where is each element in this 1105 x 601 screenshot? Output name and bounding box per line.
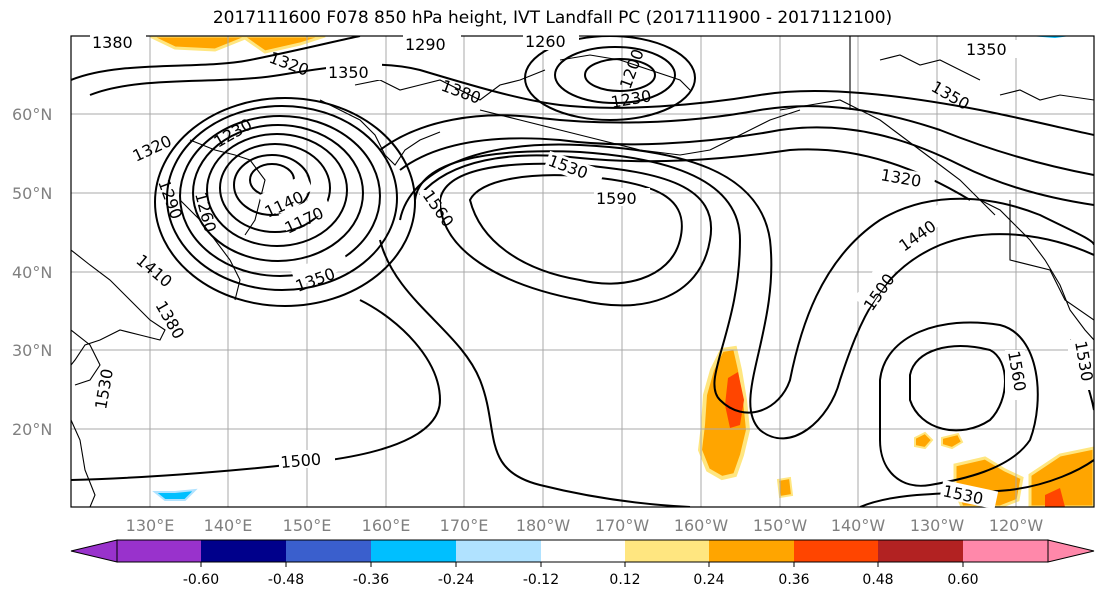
- contour-label: 1350: [966, 40, 1007, 59]
- lat-label: 50°N: [12, 184, 52, 203]
- colorbar-tick-label: -0.12: [523, 572, 559, 588]
- lon-label: 130°E: [126, 516, 175, 535]
- colorbar: -0.60 -0.48 -0.36 -0.24 -0.12 0.12 0.24 …: [70, 539, 1095, 588]
- colorbar-extend-min: [70, 539, 118, 563]
- contour-label: 1320: [267, 48, 312, 80]
- colorbar-segment: [709, 540, 794, 562]
- colorbar-segment: [117, 540, 201, 562]
- lon-label: 160°E: [362, 516, 411, 535]
- contour-label: 1200: [616, 47, 648, 92]
- lon-label: 170°E: [440, 516, 489, 535]
- lat-label: 30°N: [12, 341, 52, 360]
- contour-label: 1380: [439, 76, 484, 108]
- colorbar-segment: [286, 540, 371, 562]
- colorbar-segment: [878, 540, 963, 562]
- colorbar-ticks: -0.60 -0.48 -0.36 -0.24 -0.12 0.12 0.24 …: [183, 572, 979, 588]
- colorbar-segment: [456, 540, 541, 562]
- colorbar-segment: [201, 540, 286, 562]
- colorbar-segment: [625, 540, 709, 562]
- colorbar-tick-label: 0.48: [862, 572, 893, 588]
- colorbar-tick-label: 0.36: [778, 572, 809, 588]
- lon-label: 140°W: [831, 516, 886, 535]
- graticule: [71, 36, 1094, 507]
- lon-label: 120°W: [989, 516, 1044, 535]
- contour-label: 1380: [152, 298, 189, 343]
- lon-label: 130°W: [910, 516, 965, 535]
- colorbar-segment: [794, 540, 878, 562]
- contour-label: 1320: [130, 131, 175, 165]
- colorbar-segment: [371, 540, 456, 562]
- lon-label: 180°W: [516, 516, 571, 535]
- lon-label: 160°W: [674, 516, 729, 535]
- lat-label: 40°N: [12, 263, 52, 282]
- coastlines: [71, 36, 1094, 507]
- colorbar-tick-label: 0.12: [609, 572, 640, 588]
- colorbar-segments: [70, 539, 1095, 567]
- colorbar-tick-label: 0.24: [693, 572, 724, 588]
- contour-label: 1530: [91, 367, 117, 410]
- contour-label: 1380: [92, 33, 133, 52]
- colorbar-tick-label: -0.48: [268, 572, 304, 588]
- colorbar-outline: [116, 539, 1049, 563]
- lat-label: 60°N: [12, 105, 52, 124]
- colorbar-tick-label: -0.36: [353, 572, 389, 588]
- longitude-labels: 130°E 140°E 150°E 160°E 170°E 180°W 170°…: [126, 516, 1044, 535]
- lon-label: 170°W: [595, 516, 650, 535]
- colorbar-tick-label: 0.60: [947, 572, 978, 588]
- colorbar-tick-label: -0.24: [438, 572, 474, 588]
- map-frame: [70, 35, 1095, 508]
- colorbar-segment: [963, 540, 1048, 562]
- lon-label: 140°E: [204, 516, 253, 535]
- latitude-labels: 60°N 50°N 40°N 30°N 20°N: [12, 105, 52, 439]
- plot-title: 2017111600 F078 850 hPa height, IVT Land…: [212, 8, 893, 28]
- colorbar-segment: [541, 540, 625, 562]
- contour-label: 1590: [596, 189, 637, 208]
- colorbar-tick-label: -0.60: [183, 572, 219, 588]
- contour-label: 1500: [280, 450, 322, 472]
- lon-label: 150°E: [283, 516, 332, 535]
- contour-label: 1350: [328, 63, 369, 82]
- contour-label: 1350: [928, 77, 973, 114]
- lon-label: 150°W: [753, 516, 808, 535]
- contour-label: 1410: [132, 251, 175, 292]
- contour-label: 1320: [879, 165, 922, 191]
- contour-label: 1530: [546, 151, 591, 183]
- colorbar-extend-max: [1047, 539, 1095, 563]
- contour-label: 1290: [405, 35, 446, 54]
- contour-label: 1260: [525, 32, 566, 51]
- lat-label: 20°N: [12, 420, 52, 439]
